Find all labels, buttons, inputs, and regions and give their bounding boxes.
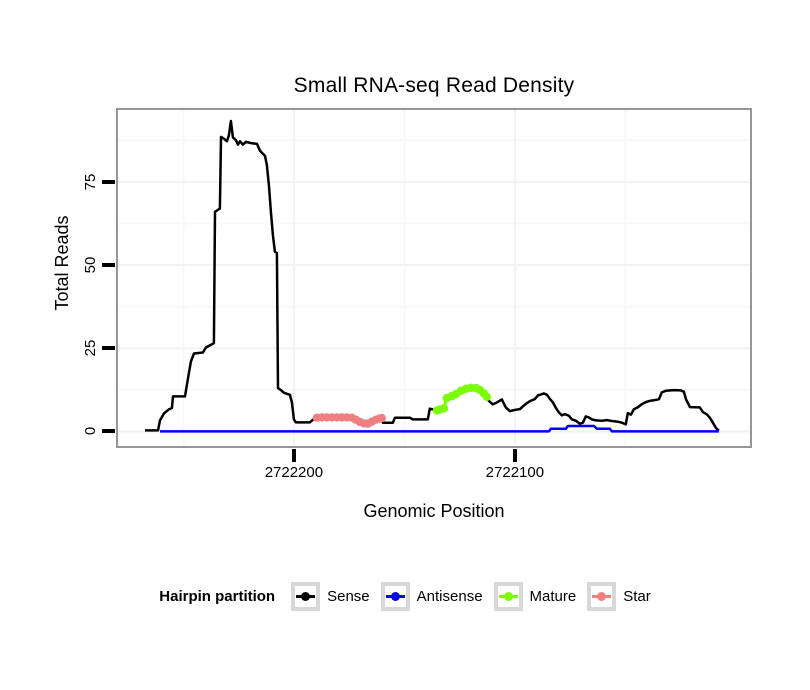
legend-key-star [587,582,617,611]
y-axis-tick-label: 50 [82,256,99,274]
legend-label-mature: Mature [529,588,577,605]
y-axis-tick [102,346,115,351]
plot-panel [116,108,752,448]
mature-dot-icon [503,592,513,601]
legend-item-antisense: Antisense [380,582,483,611]
y-axis-tick-label: 25 [82,339,99,357]
x-axis-title: Genomic Position [363,501,505,521]
series-antisense-line [160,424,719,433]
plot-canvas [118,110,750,446]
y-axis-tick [102,263,115,268]
series-sense-line [145,119,720,432]
legend-key-mature [493,582,523,611]
legend-item-sense: Sense [291,582,370,611]
y-axis-title: Total Reads [52,215,72,311]
antisense-dot-icon [390,592,400,601]
y-axis-tick [102,429,115,434]
x-axis-tick-label: 2722100 [485,464,545,481]
legend-label-star: Star [623,588,651,605]
chart-title: Small RNA-seq Read Density [293,74,575,97]
sense-dot-icon [301,592,311,601]
x-axis-tick-label: 2722200 [264,464,324,481]
legend-key-sense [291,582,321,611]
legend: Hairpin partition Sense Antisense Mature [0,582,810,611]
x-axis-tick [512,449,517,462]
y-axis-tick-label: 0 [82,427,99,436]
series-star-point [377,413,386,423]
series-mature-point [482,392,491,401]
y-axis-tick-label: 75 [82,173,99,191]
legend-item-mature: Mature [493,582,577,611]
x-axis-tick [291,449,296,462]
legend-label-antisense: Antisense [416,588,483,605]
series-mature-point [439,404,449,413]
star-dot-icon [597,592,607,601]
legend-label-sense: Sense [327,588,370,605]
legend-key-antisense [380,582,410,611]
legend-title: Hairpin partition [159,588,276,605]
y-axis-tick [102,179,115,184]
legend-item-star: Star [587,582,651,611]
